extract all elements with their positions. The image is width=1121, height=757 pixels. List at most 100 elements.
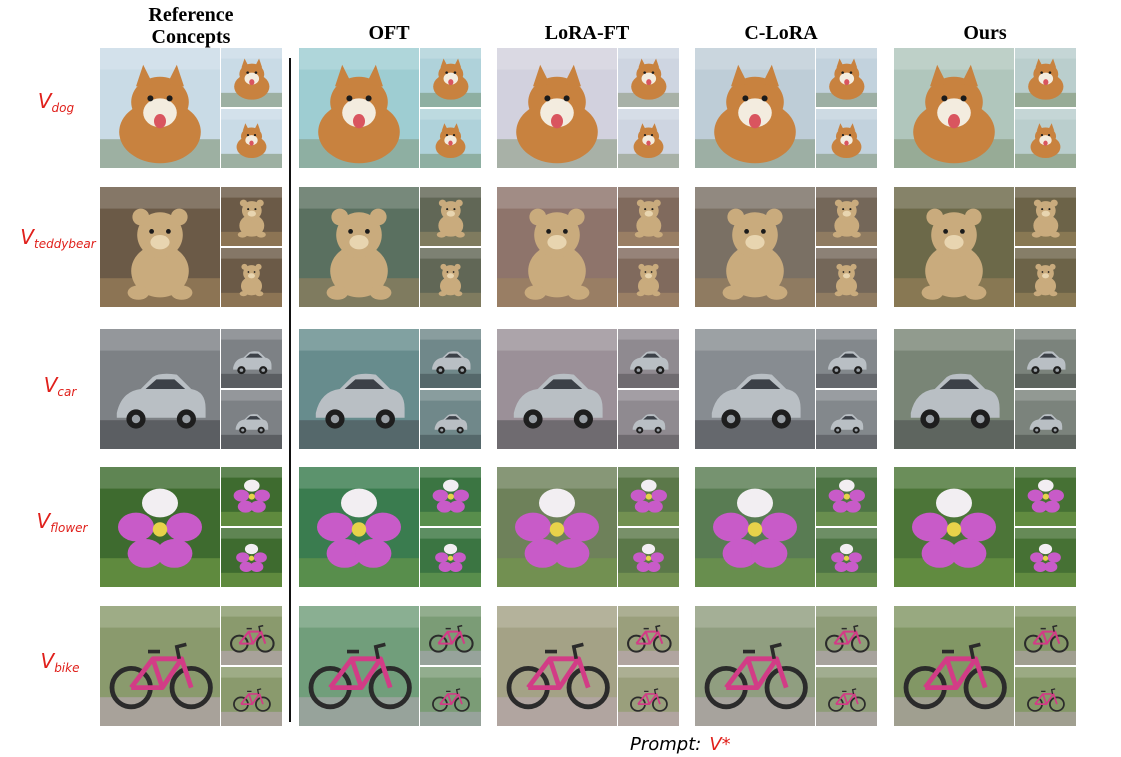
teddybear-photo-icon-ours-s1 — [1015, 187, 1076, 246]
car-photo-icon-oft-s2 — [420, 390, 481, 449]
flower-photo-icon-oft-big — [299, 467, 419, 587]
dog-photo-icon-ours-big — [894, 48, 1014, 168]
bike-photo-icon-reference-s1 — [221, 606, 282, 665]
dog-photo-icon-reference-big — [100, 48, 220, 168]
car-photo-icon-reference-s2 — [221, 390, 282, 449]
flower-photo-icon-ours-s1 — [1015, 467, 1076, 526]
flower-photo-icon-c_lora-s1 — [816, 467, 877, 526]
row-label-bike: Vbike — [12, 650, 108, 679]
row-label-bike-sub: bike — [54, 661, 80, 675]
flower-photo-icon-oft-s2 — [420, 528, 481, 587]
bike-photo-icon-oft-s1 — [420, 606, 481, 665]
dog-photo-icon-reference-s1 — [221, 48, 282, 107]
column-header-ours: Ours — [890, 22, 1080, 44]
flower-photo-icon-oft-s1 — [420, 467, 481, 526]
cell-bike-lora_ft — [497, 606, 679, 726]
dog-photo-icon-oft-s1 — [420, 48, 481, 107]
cell-teddybear-lora_ft — [497, 187, 679, 307]
car-photo-icon-ours-s2 — [1015, 390, 1076, 449]
row-label-teddybear: Vteddybear — [10, 226, 106, 255]
prompt-label: Prompt: — [630, 734, 702, 755]
cell-teddybear-ours — [894, 187, 1076, 307]
cell-flower-reference — [100, 467, 282, 587]
cell-dog-reference — [100, 48, 282, 168]
bike-photo-icon-ours-s2 — [1015, 667, 1076, 726]
flower-photo-icon-c_lora-s2 — [816, 528, 877, 587]
dog-photo-icon-lora_ft-s1 — [618, 48, 679, 107]
row-label-dog-main: V — [37, 89, 52, 113]
column-header-reference-line1: Reference — [148, 4, 234, 26]
column-header-oft-label: OFT — [368, 22, 410, 44]
teddybear-photo-icon-oft-s1 — [420, 187, 481, 246]
cell-car-oft — [299, 329, 481, 449]
teddybear-photo-icon-lora_ft-s2 — [618, 248, 679, 307]
car-photo-icon-reference-s1 — [221, 329, 282, 388]
cell-car-reference — [100, 329, 282, 449]
cell-flower-oft — [299, 467, 481, 587]
row-label-car-main: V — [43, 373, 58, 397]
car-photo-icon-c_lora-s1 — [816, 329, 877, 388]
car-photo-icon-ours-s1 — [1015, 329, 1076, 388]
bike-photo-icon-ours-s1 — [1015, 606, 1076, 665]
cell-dog-ours — [894, 48, 1076, 168]
car-photo-icon-c_lora-big — [695, 329, 815, 449]
dog-photo-icon-c_lora-big — [695, 48, 815, 168]
car-photo-icon-c_lora-s2 — [816, 390, 877, 449]
row-label-dog: Vdog — [8, 90, 104, 119]
teddybear-photo-icon-ours-big — [894, 187, 1014, 307]
column-header-reference-line2: Concepts — [151, 26, 231, 48]
row-label-dog-sub: dog — [51, 101, 75, 115]
bike-photo-icon-reference-big — [100, 606, 220, 726]
cell-car-lora_ft — [497, 329, 679, 449]
prompt-value: V* — [709, 734, 731, 755]
cell-dog-oft — [299, 48, 481, 168]
reference-divider — [289, 58, 291, 722]
column-header-reference: Reference Concepts — [96, 4, 286, 48]
bike-photo-icon-c_lora-s1 — [816, 606, 877, 665]
teddybear-photo-icon-reference-big — [100, 187, 220, 307]
bike-photo-icon-lora_ft-s2 — [618, 667, 679, 726]
prompt-caption: Prompt: V* — [630, 734, 731, 755]
dog-photo-icon-ours-s1 — [1015, 48, 1076, 107]
bike-photo-icon-lora_ft-big — [497, 606, 617, 726]
car-photo-icon-lora_ft-s2 — [618, 390, 679, 449]
flower-photo-icon-reference-big — [100, 467, 220, 587]
teddybear-photo-icon-ours-s2 — [1015, 248, 1076, 307]
cell-teddybear-c_lora — [695, 187, 877, 307]
cell-flower-lora_ft — [497, 467, 679, 587]
bike-photo-icon-lora_ft-s1 — [618, 606, 679, 665]
flower-photo-icon-reference-s1 — [221, 467, 282, 526]
dog-photo-icon-oft-big — [299, 48, 419, 168]
teddybear-photo-icon-c_lora-s2 — [816, 248, 877, 307]
teddybear-photo-icon-c_lora-s1 — [816, 187, 877, 246]
column-header-oft: OFT — [294, 22, 484, 44]
car-photo-icon-lora_ft-s1 — [618, 329, 679, 388]
dog-photo-icon-oft-s2 — [420, 109, 481, 168]
teddybear-photo-icon-lora_ft-s1 — [618, 187, 679, 246]
bike-photo-icon-oft-s2 — [420, 667, 481, 726]
dog-photo-icon-c_lora-s1 — [816, 48, 877, 107]
row-label-bike-main: V — [40, 649, 55, 673]
column-header-lora-ft-label: LoRA-FT — [544, 22, 630, 44]
dog-photo-icon-lora_ft-s2 — [618, 109, 679, 168]
car-photo-icon-oft-s1 — [420, 329, 481, 388]
teddybear-photo-icon-lora_ft-big — [497, 187, 617, 307]
column-header-ours-label: Ours — [963, 22, 1007, 44]
cell-teddybear-oft — [299, 187, 481, 307]
flower-photo-icon-ours-big — [894, 467, 1014, 587]
bike-photo-icon-ours-big — [894, 606, 1014, 726]
cell-car-c_lora — [695, 329, 877, 449]
bike-photo-icon-c_lora-big — [695, 606, 815, 726]
cell-bike-oft — [299, 606, 481, 726]
car-photo-icon-lora_ft-big — [497, 329, 617, 449]
flower-photo-icon-lora_ft-s1 — [618, 467, 679, 526]
column-header-c-lora: C-LoRA — [686, 22, 876, 44]
bike-photo-icon-reference-s2 — [221, 667, 282, 726]
teddybear-photo-icon-reference-s2 — [221, 248, 282, 307]
teddybear-photo-icon-oft-big — [299, 187, 419, 307]
dog-photo-icon-c_lora-s2 — [816, 109, 877, 168]
bike-photo-icon-oft-big — [299, 606, 419, 726]
car-photo-icon-ours-big — [894, 329, 1014, 449]
row-label-car: Vcar — [12, 374, 108, 403]
